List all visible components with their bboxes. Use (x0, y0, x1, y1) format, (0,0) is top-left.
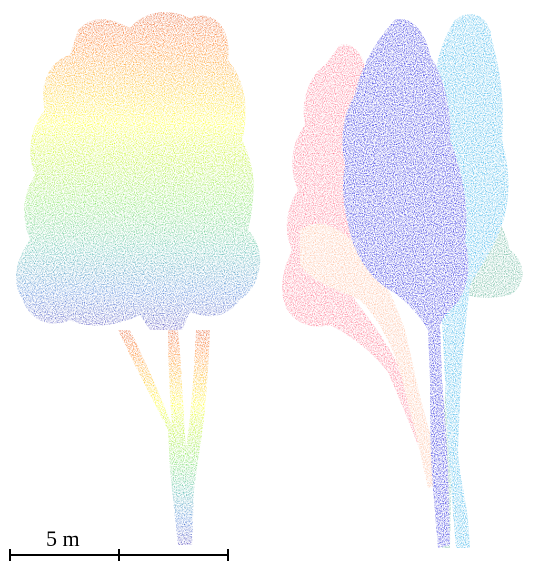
scale-bar-label: 5 m (46, 526, 80, 551)
scale-bar (9, 549, 229, 561)
segmented-trees (282, 14, 523, 549)
left-tree-crown (16, 12, 261, 331)
left-tree-trunks (118, 330, 210, 545)
darkblue-tree (342, 19, 469, 548)
pink-tree (282, 44, 425, 446)
height-colored-tree (16, 12, 261, 545)
peach-tree (300, 223, 438, 488)
